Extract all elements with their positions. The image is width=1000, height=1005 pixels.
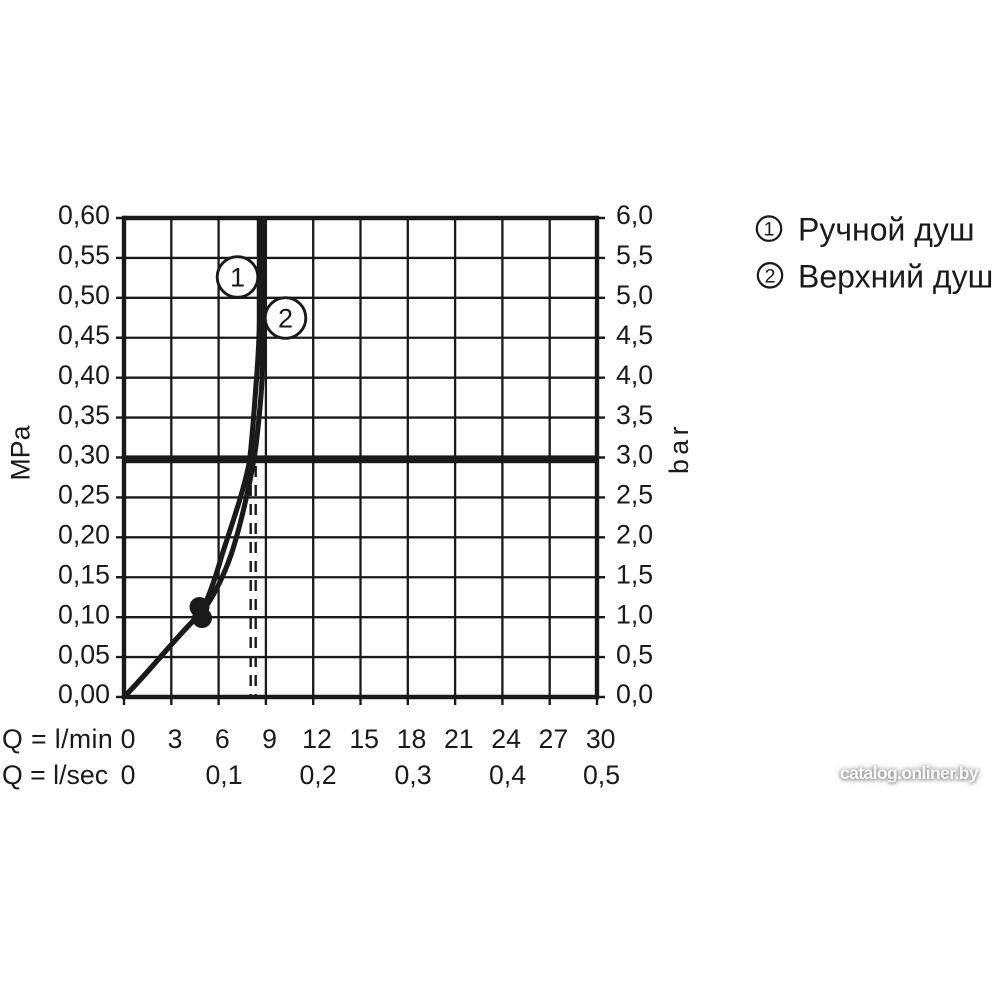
svg-text:MPa: MPa	[6, 425, 36, 480]
svg-text:6,0: 6,0	[616, 200, 653, 230]
svg-text:1: 1	[764, 219, 775, 241]
svg-text:24: 24	[491, 724, 521, 754]
svg-text:6: 6	[215, 724, 230, 754]
svg-text:0,10: 0,10	[58, 599, 110, 629]
svg-text:0,40: 0,40	[58, 360, 110, 390]
svg-text:18: 18	[397, 724, 427, 754]
svg-text:Q = l/sec: Q = l/sec	[2, 760, 108, 790]
svg-text:12: 12	[302, 724, 332, 754]
svg-text:3,5: 3,5	[616, 400, 653, 430]
svg-text:9: 9	[262, 724, 277, 754]
svg-text:0,50: 0,50	[58, 280, 110, 310]
svg-text:5,0: 5,0	[616, 280, 653, 310]
svg-text:1,5: 1,5	[616, 560, 653, 590]
svg-text:0: 0	[121, 724, 136, 754]
svg-text:0,2: 0,2	[299, 760, 336, 790]
svg-text:0,35: 0,35	[58, 400, 110, 430]
svg-text:2,5: 2,5	[616, 480, 653, 510]
svg-text:0,20: 0,20	[58, 520, 110, 550]
svg-text:0,30: 0,30	[58, 440, 110, 470]
svg-text:bar: bar	[664, 422, 694, 474]
svg-text:0,25: 0,25	[58, 480, 110, 510]
svg-text:Q = l/min: Q = l/min	[2, 724, 113, 754]
svg-text:0,00: 0,00	[58, 679, 110, 709]
svg-text:0,15: 0,15	[58, 560, 110, 590]
svg-text:2: 2	[765, 265, 776, 287]
svg-text:3,0: 3,0	[616, 440, 653, 470]
svg-text:Верхний душ: Верхний душ	[798, 259, 993, 295]
svg-text:4,0: 4,0	[616, 360, 653, 390]
svg-text:0,60: 0,60	[58, 200, 110, 230]
svg-text:0,55: 0,55	[58, 240, 110, 270]
svg-text:1,0: 1,0	[616, 599, 653, 629]
svg-text:1: 1	[230, 263, 245, 293]
svg-text:2: 2	[278, 304, 293, 334]
svg-text:30: 30	[586, 724, 616, 754]
svg-text:0: 0	[121, 760, 136, 790]
svg-text:27: 27	[539, 724, 569, 754]
svg-text:0,5: 0,5	[583, 760, 620, 790]
svg-text:Ручной душ: Ручной душ	[798, 212, 975, 248]
svg-text:0,5: 0,5	[616, 639, 653, 669]
svg-text:0,45: 0,45	[58, 320, 110, 350]
svg-text:0,4: 0,4	[489, 760, 526, 790]
svg-text:15: 15	[349, 724, 379, 754]
svg-text:3: 3	[168, 724, 183, 754]
svg-text:0,05: 0,05	[58, 639, 110, 669]
svg-text:4,5: 4,5	[616, 320, 653, 350]
svg-text:5,5: 5,5	[616, 240, 653, 270]
svg-text:2,0: 2,0	[616, 520, 653, 550]
svg-text:0,3: 0,3	[394, 760, 431, 790]
svg-text:21: 21	[444, 724, 474, 754]
svg-text:0,1: 0,1	[205, 760, 242, 790]
svg-text:0,0: 0,0	[616, 679, 653, 709]
